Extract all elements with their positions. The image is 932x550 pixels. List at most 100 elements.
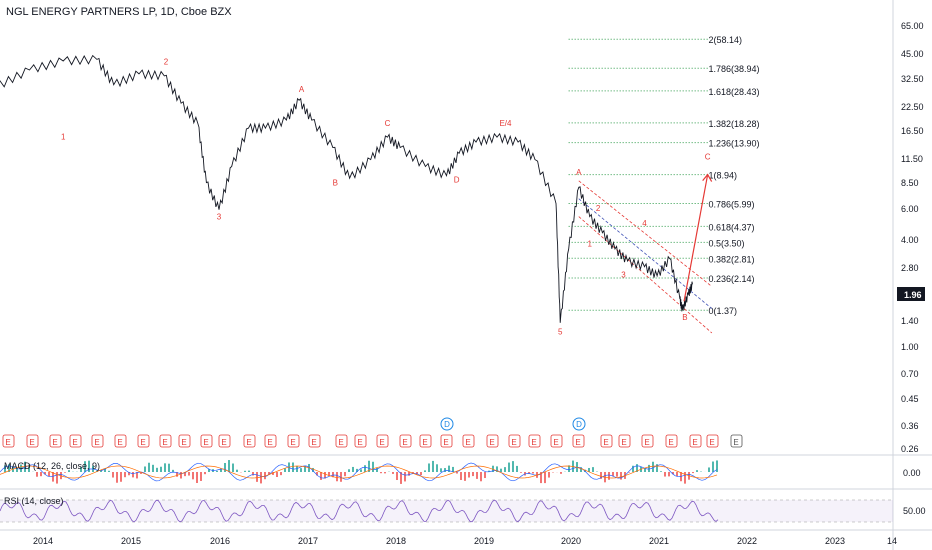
macd-histogram-bar <box>344 472 346 477</box>
earnings-marker-label: E <box>422 438 427 447</box>
macd-histogram-bar <box>440 468 442 472</box>
wave-label: 3 <box>217 213 222 222</box>
price-axis-tick: 45.00 <box>901 49 924 59</box>
price-axis-tick: 2.80 <box>901 263 919 273</box>
price-axis-tick: 32.50 <box>901 74 924 84</box>
rsi-band <box>0 500 893 522</box>
fib-level-label: 2(58.14) <box>709 35 743 45</box>
macd-histogram-bar <box>692 472 694 474</box>
wave-label: 1 <box>587 240 592 249</box>
macd-histogram-bar <box>392 472 394 474</box>
fib-level-label: 0.618(4.37) <box>709 222 755 232</box>
earnings-marker-label: E <box>52 438 57 447</box>
macd-histogram-bar <box>28 464 30 472</box>
macd-histogram-bar <box>100 470 102 472</box>
earnings-marker-label: E <box>357 438 362 447</box>
macd-histogram-bar <box>492 465 494 472</box>
macd-histogram-bar <box>160 466 162 472</box>
macd-histogram-bar <box>428 463 430 472</box>
macd-histogram-bar <box>316 472 318 476</box>
macd-histogram-bar <box>532 472 534 474</box>
time-axis-tick: 2021 <box>649 536 669 546</box>
macd-histogram-bar <box>44 472 46 475</box>
macd-histogram-bar <box>120 472 122 482</box>
price-axis-tick: 8.50 <box>901 178 919 188</box>
macd-histogram-bar <box>184 472 186 477</box>
price-axis-tick: 65.00 <box>901 21 924 31</box>
earnings-marker <box>354 434 367 448</box>
earnings-marker-label: E <box>603 438 608 447</box>
macd-histogram-bar <box>400 472 402 484</box>
macd-histogram-bar <box>148 462 150 472</box>
earnings-marker-label: E <box>29 438 34 447</box>
earnings-marker-label: E <box>72 438 77 447</box>
macd-histogram-bar <box>664 472 666 477</box>
macd-histogram-bar <box>276 472 278 477</box>
macd-histogram-bar <box>360 469 362 472</box>
wave-label: D <box>454 176 460 185</box>
macd-histogram-bar <box>24 461 26 472</box>
macd-histogram-bar <box>204 472 206 475</box>
earnings-marker <box>308 434 321 448</box>
macd-histogram-bar <box>468 472 470 478</box>
rsi-label: RSI (14, close) <box>4 496 64 506</box>
wave-label: E/4 <box>499 119 512 128</box>
earnings-marker <box>572 434 585 448</box>
wave-label: B <box>333 178 338 187</box>
price-axis-tick: 0.36 <box>901 421 919 431</box>
macd-histogram-bar <box>668 472 670 477</box>
earnings-marker <box>376 434 389 448</box>
earnings-marker <box>114 434 127 448</box>
macd-histogram-bar <box>520 472 522 473</box>
macd-histogram-bar <box>48 472 50 477</box>
earnings-marker <box>218 434 231 448</box>
macd-histogram-bar <box>352 466 354 472</box>
earnings-marker <box>2 434 15 448</box>
earnings-marker-label: E <box>94 438 99 447</box>
wave-label: 1 <box>61 133 66 142</box>
macd-histogram-bar <box>408 472 410 476</box>
macd-histogram-bar <box>228 460 230 472</box>
earnings-marker <box>665 434 678 448</box>
earnings-marker-label: E <box>246 438 251 447</box>
macd-histogram-bar <box>4 465 6 472</box>
wave-label: A <box>576 168 582 177</box>
macd-histogram-bar <box>648 464 650 472</box>
macd-histogram-bar <box>448 465 450 472</box>
earnings-marker-label: E <box>117 438 122 447</box>
price-axis-tick: 1.00 <box>901 342 919 352</box>
earnings-marker <box>178 434 191 448</box>
macd-histogram-bar <box>124 472 126 478</box>
macd-histogram-bar <box>244 470 246 472</box>
macd-histogram-bar <box>644 468 646 472</box>
macd-histogram-bar <box>652 461 654 472</box>
time-axis-tick: 2017 <box>298 536 318 546</box>
dividend-marker <box>572 417 586 431</box>
macd-histogram-bar <box>452 466 454 472</box>
earnings-marker-label: E <box>668 438 673 447</box>
current-price-badge: 1.96 <box>904 290 922 300</box>
earnings-marker <box>419 434 432 448</box>
earnings-marker-label: E <box>379 438 384 447</box>
macd-histogram-bar <box>672 472 674 475</box>
earnings-marker <box>69 434 82 448</box>
time-axis-tick: 14 <box>887 536 897 546</box>
macd-histogram-bar <box>676 472 678 477</box>
wave-label: 4 <box>642 219 647 228</box>
macd-histogram-bar <box>196 472 198 483</box>
macd-histogram-bar <box>80 466 82 472</box>
price-axis-tick: 0.70 <box>901 369 919 379</box>
time-axis-tick: 2014 <box>33 536 53 546</box>
macd-histogram-bar <box>516 465 518 472</box>
macd-histogram-bar <box>380 472 382 474</box>
macd-histogram-bar <box>512 461 514 472</box>
macd-histogram-bar <box>620 472 622 480</box>
macd-histogram-bar <box>260 472 262 484</box>
macd-histogram-bar <box>628 472 630 473</box>
macd-histogram-bar <box>52 472 54 482</box>
earnings-marker-label: E <box>203 438 208 447</box>
macd-histogram-bar <box>660 471 662 472</box>
macd-histogram-bar <box>544 472 546 484</box>
macd-histogram-bar <box>84 461 86 472</box>
